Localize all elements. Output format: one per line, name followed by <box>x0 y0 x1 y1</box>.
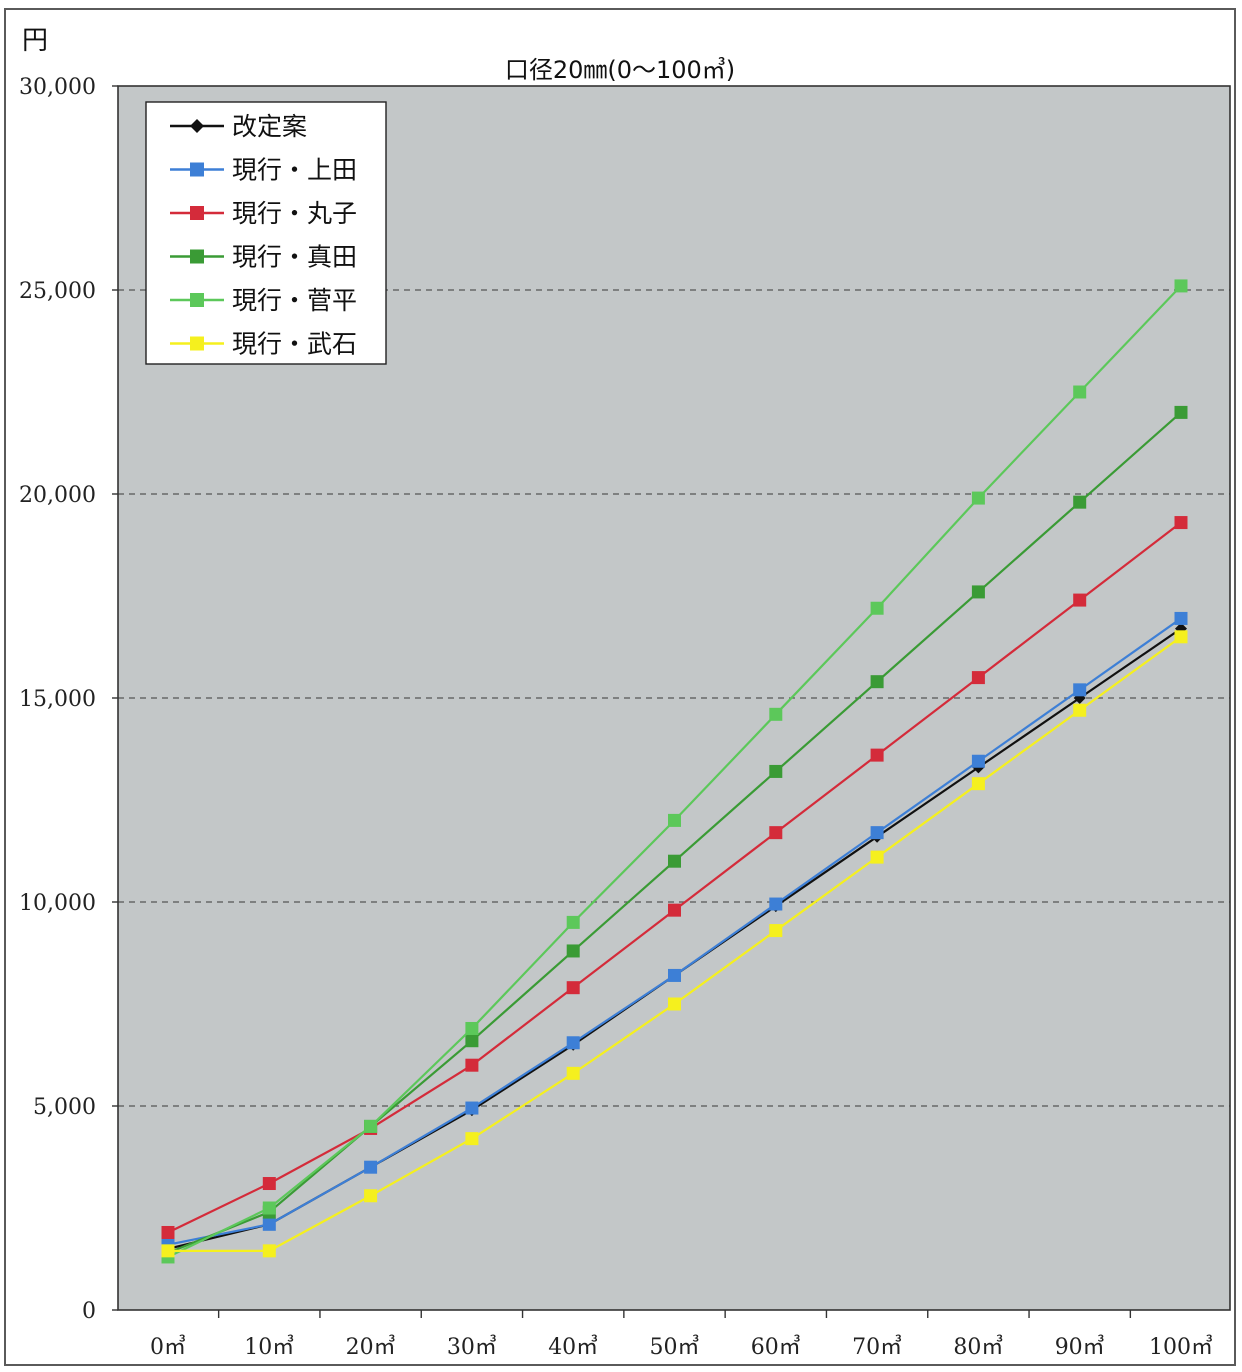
x-tick-label: 100㎥ <box>1149 1334 1213 1360</box>
legend-marker <box>190 162 204 177</box>
data-point <box>668 813 681 827</box>
x-tick-label: 70㎥ <box>852 1334 902 1360</box>
data-point <box>566 915 580 929</box>
y-tick-label: 20,000 <box>19 483 96 508</box>
data-point <box>262 1244 276 1258</box>
x-tick-label: 50㎥ <box>650 1334 700 1360</box>
legend-item: 現行・武石 <box>170 330 357 359</box>
data-point <box>769 826 783 840</box>
data-point <box>566 1036 580 1050</box>
legend-marker <box>190 336 204 351</box>
legend-label: 現行・武石 <box>232 330 357 359</box>
y-tick-label: 25,000 <box>19 279 96 304</box>
data-point <box>1174 405 1188 419</box>
data-point <box>668 997 681 1011</box>
series-3 <box>161 516 1188 1239</box>
data-point <box>465 1132 479 1146</box>
x-tick-label: 80㎥ <box>953 1334 1003 1360</box>
x-tick-label: 30㎥ <box>447 1334 497 1360</box>
data-point <box>1174 630 1188 644</box>
legend-label: 現行・丸子 <box>232 199 357 228</box>
legend-label: 現行・真田 <box>232 243 357 272</box>
legend-marker <box>190 249 204 264</box>
legend-item: 現行・丸子 <box>170 199 357 228</box>
data-point <box>769 707 783 721</box>
legend-item: 現行・真田 <box>170 243 357 272</box>
data-point <box>870 601 884 615</box>
data-point <box>769 924 783 938</box>
data-point <box>870 675 884 689</box>
x-tick-label: 20㎥ <box>346 1334 396 1360</box>
x-tick-label: 40㎥ <box>548 1334 598 1360</box>
legend-item: 現行・菅平 <box>170 286 357 315</box>
data-point <box>1174 516 1188 530</box>
data-point <box>364 1119 378 1133</box>
legend-marker <box>190 293 204 307</box>
data-point <box>971 491 985 505</box>
data-point <box>161 1244 175 1258</box>
data-point <box>1073 495 1087 509</box>
data-point <box>971 777 985 791</box>
data-point <box>566 944 580 958</box>
legend-label: 現行・上田 <box>232 156 357 185</box>
chart-title: 口径20㎜(0〜100㎥) <box>504 56 736 84</box>
data-point <box>262 1177 276 1191</box>
legend-label: 改定案 <box>232 112 307 141</box>
data-point <box>364 1189 378 1203</box>
legend-box <box>145 101 387 365</box>
data-point <box>161 1225 175 1239</box>
data-point <box>769 764 783 778</box>
legend-marker <box>190 119 204 133</box>
series-6 <box>161 630 1188 1258</box>
data-point <box>1174 279 1188 293</box>
data-point <box>971 671 985 685</box>
data-point <box>364 1160 378 1174</box>
legend-item: 現行・上田 <box>170 156 357 185</box>
data-point <box>1073 593 1087 607</box>
data-point <box>262 1201 276 1215</box>
data-point <box>971 585 985 599</box>
data-point <box>465 1021 479 1035</box>
data-point <box>465 1101 479 1115</box>
data-point <box>566 1066 580 1080</box>
data-point <box>465 1034 479 1048</box>
data-point <box>668 854 681 868</box>
x-tick-label: 90㎥ <box>1055 1334 1105 1360</box>
y-tick-label: 5,000 <box>33 1095 96 1120</box>
series-5 <box>161 279 1188 1264</box>
y-tick-label: 0 <box>82 1299 96 1324</box>
data-point <box>668 968 681 982</box>
data-point <box>1073 683 1087 697</box>
data-point <box>465 1058 479 1072</box>
x-tick-label: 0㎥ <box>150 1334 186 1360</box>
y-tick-label: 30,000 <box>19 75 96 100</box>
data-point <box>769 897 783 911</box>
data-point <box>1174 611 1188 625</box>
legend-item: 改定案 <box>170 112 307 141</box>
y-tick-label: 10,000 <box>19 891 96 916</box>
data-point <box>1073 385 1087 399</box>
x-tick-label: 10㎥ <box>244 1334 294 1360</box>
data-point <box>870 850 884 864</box>
series-2 <box>161 611 1188 1252</box>
y-axis-unit-label: 円 <box>22 26 49 56</box>
data-point <box>566 981 580 995</box>
data-point <box>870 748 884 762</box>
data-point <box>1073 703 1087 717</box>
data-point <box>870 826 884 840</box>
y-tick-label: 15,000 <box>19 687 96 712</box>
data-point <box>971 754 985 768</box>
legend-marker <box>190 206 204 220</box>
legend-label: 現行・菅平 <box>232 286 357 315</box>
data-point <box>668 903 681 917</box>
data-point <box>262 1217 276 1231</box>
x-tick-label: 60㎥ <box>751 1334 801 1360</box>
